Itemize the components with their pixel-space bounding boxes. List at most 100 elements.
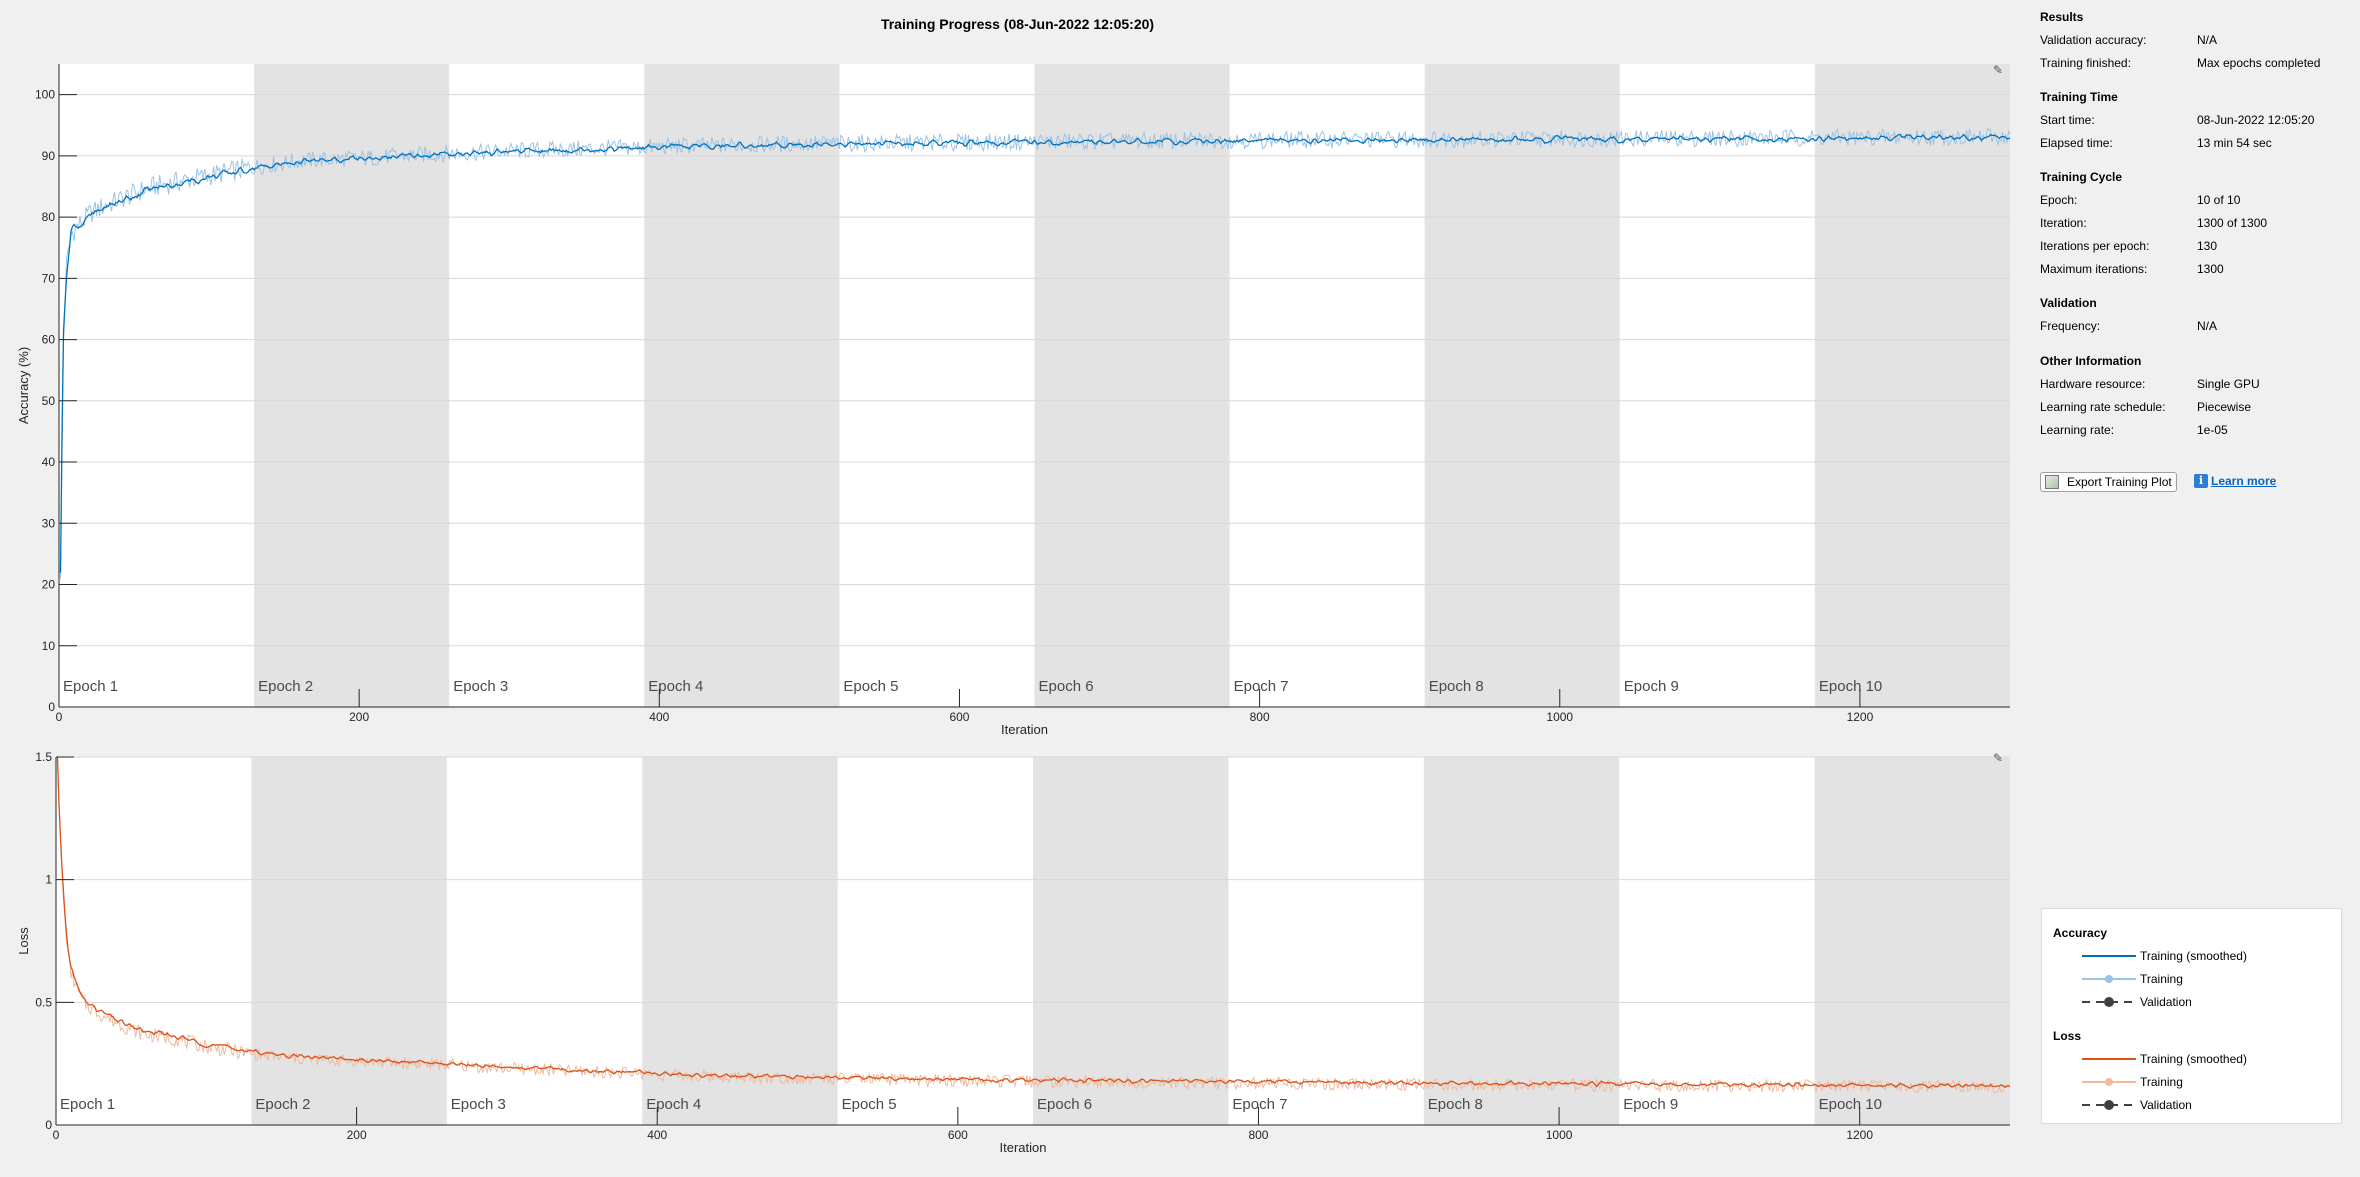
epoch-label: Epoch 5 [843,678,898,695]
loss-plot[interactable]: Epoch 1 Epoch 2 Epoch 3 Epoch 4 Epoch 5 Epoch… [0,0,2030,1177]
epoch-label: Epoch 2 [258,678,313,695]
x-tick-label: 1000 [1546,1128,1573,1142]
legend-label: Training [2140,1075,2183,1089]
x-tick-label: 600 [948,1128,968,1142]
x-tick-label: 400 [647,1128,667,1142]
x-tick-label: 1200 [1847,710,1874,724]
elapsed-time-label: Elapsed time: [2040,136,2113,150]
iterations-per-epoch-value: 130 [2197,239,2218,253]
learning-rate-schedule-value: Piecewise [2197,400,2252,414]
epoch-label: Epoch 9 [1623,1096,1678,1113]
validation-accuracy-label: Validation accuracy: [2040,33,2147,47]
epoch-label: Epoch 3 [451,1096,506,1113]
window-title: Training Progress (08-Jun-2022 12:05:20) [880,16,1155,32]
legend-accuracy-validation: Validation [2082,995,2192,1009]
x-tick-label: 0 [56,710,63,724]
start-time-value: 08-Jun-2022 12:05:20 [2197,113,2315,127]
epoch-value: 10 of 10 [2197,193,2241,207]
learning-rate-schedule-label: Learning rate schedule: [2040,400,2166,414]
y-tick-label: 0 [45,1118,52,1132]
learn-more-link[interactable]: i Learn more [2194,474,2276,488]
epoch-band [1814,64,2010,707]
epoch-label: Epoch 5 [842,1096,897,1113]
y-tick-label: 40 [42,455,56,469]
legend-label: Training (smoothed) [2140,1052,2247,1066]
iteration-label: Iteration: [2040,216,2087,230]
series-training-smoothed [56,756,2011,1089]
x-tick-label: 400 [649,710,669,724]
other-information-heading: Other Information [2040,354,2142,368]
y-tick-label: 10 [42,639,56,653]
epoch-band [1033,757,1229,1125]
training-time-heading: Training Time [2040,90,2118,104]
epoch-band [1423,757,1620,1125]
y-tick-label: 30 [42,516,56,530]
epoch-band [642,757,838,1125]
legend-accuracy-training-smoothed: Training (smoothed) [2082,949,2247,963]
y-tick-label: 80 [42,210,56,224]
x-tick-label: 800 [1250,710,1270,724]
learn-more-label: Learn more [2211,474,2277,488]
epoch-label: Epoch 10 [1819,678,1882,695]
iterations-per-epoch-label: Iterations per epoch: [2040,239,2150,253]
epoch-label: Epoch 3 [453,678,508,695]
info-panel: Results Validation accuracy: N/A Trainin… [2040,0,2360,1177]
legend-accuracy-heading: Accuracy [2053,926,2108,940]
epoch-band [1424,64,1620,707]
legend-label: Training (smoothed) [2140,949,2247,963]
hardware-resource-label: Hardware resource: [2040,377,2146,391]
maximum-iterations-label: Maximum iterations: [2040,262,2148,276]
frequency-value: N/A [2197,319,2218,333]
epoch-label: Epoch 8 [1429,678,1484,695]
x-tick-label: 0 [53,1128,60,1142]
series-training [60,127,2011,579]
x-tick-label: 1200 [1846,1128,1873,1142]
export-training-plot-button[interactable]: Export Training Plot [2040,472,2177,492]
loss-plot-zoom-icon[interactable]: ✎ [1992,751,2004,765]
legend: Accuracy Training (smoothed) Training Va… [2041,908,2342,1124]
epoch-label: Epoch 6 [1037,1096,1092,1113]
epoch-label: Epoch 7 [1232,1096,1287,1113]
y-tick-label: 60 [42,333,56,347]
series-training-smoothed [59,133,2011,573]
validation-accuracy-value: N/A [2197,33,2218,47]
y-tick-label: 0.5 [35,995,52,1009]
maximum-iterations-value: 1300 [2197,262,2224,276]
legend-label: Training [2140,972,2183,986]
epoch-label: Epoch 2 [255,1096,310,1113]
frequency-label: Frequency: [2040,319,2101,333]
epoch-band [644,64,840,707]
epoch-label: Epoch 6 [1039,678,1094,695]
x-axis-label: Iteration [1000,1140,1047,1155]
y-tick-label: 20 [42,578,56,592]
legend-loss-validation: Validation [2082,1098,2192,1112]
y-tick-label: 70 [42,271,56,285]
x-tick-label: 800 [1248,1128,1268,1142]
accuracy-plot[interactable]: Epoch 1 Epoch 2 Epoch 3 Epoch 4 Epoch 5 Epoch… [0,0,2030,745]
epoch-label: Epoch 4 [648,678,703,695]
results-heading: Results [2040,10,2084,24]
x-tick-label: 200 [347,1128,367,1142]
hardware-resource-value: Single GPU [2197,377,2260,391]
legend-accuracy-training: Training [2082,972,2183,986]
series-training [57,762,2011,1094]
training-cycle-heading: Training Cycle [2040,170,2123,184]
legend-loss-training: Training [2082,1075,2183,1089]
legend-label: Validation [2140,1098,2192,1112]
start-time-label: Start time: [2040,113,2095,127]
y-tick-label: 1 [45,873,52,887]
accuracy-plot-zoom-icon[interactable]: ✎ [1992,63,2004,77]
epoch-label: Epoch 9 [1624,678,1679,695]
x-tick-label: 600 [949,710,969,724]
epoch-label: Epoch 4 [646,1096,701,1113]
y-axis-label: Loss [16,927,31,955]
training-finished-value: Max epochs completed [2197,56,2321,70]
legend-loss-heading: Loss [2053,1029,2082,1043]
epoch-label: Epoch 7 [1234,678,1289,695]
y-tick-label: 0 [48,700,55,714]
export-button-label: Export Training Plot [2067,475,2172,489]
x-axis-label: Iteration [1001,722,1048,737]
epoch-band [251,757,447,1125]
epoch-label: Epoch 8 [1428,1096,1483,1113]
info-icon: i [2194,474,2208,488]
